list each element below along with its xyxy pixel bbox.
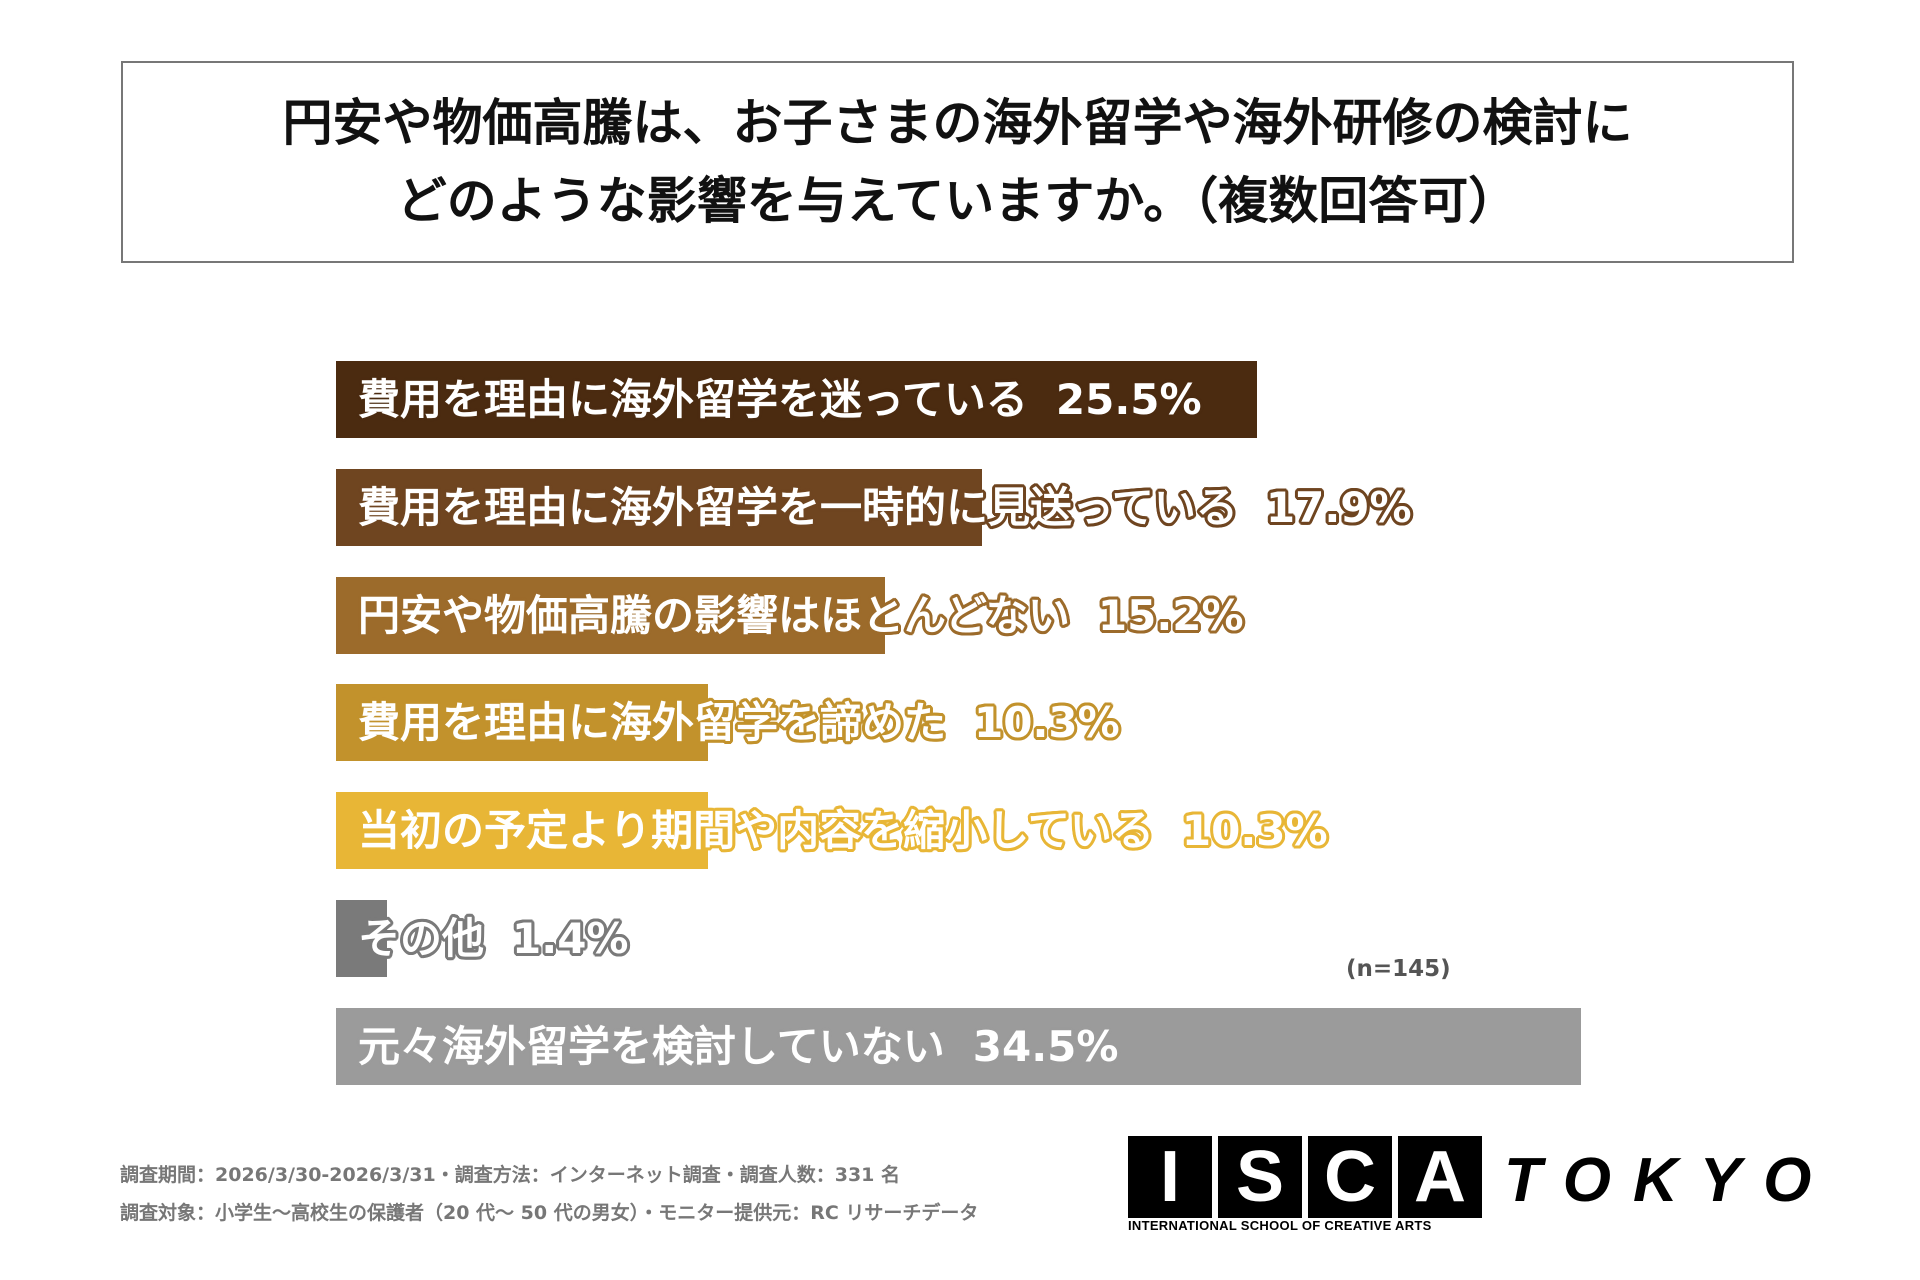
category-label: 費用を理由に海外留学を迷っている [358, 375, 1028, 424]
bar-label: 円安や物価高騰の影響はほとんどない 15.2% [358, 577, 1244, 654]
bar-label: その他 1.4% [358, 900, 629, 977]
logo-letter-i: I [1128, 1136, 1212, 1218]
category-label: 円安や物価高騰の影響はほとんどない [358, 590, 1070, 640]
logo-caption: INTERNATIONAL SCHOOL OF CREATIVE ARTS [1128, 1218, 1432, 1233]
bar-label: 費用を理由に海外留学を一時的に見送っている 17.9% [358, 469, 1412, 546]
chart-title-line-1: 円安や物価高騰は、お子さまの海外留学や海外研修の検討に [282, 94, 1633, 152]
value-label: 1.4% [512, 914, 629, 963]
value-label: 17.9% [1265, 482, 1412, 532]
category-label: 元々海外留学を検討していない [358, 1021, 945, 1071]
value-label: 10.3% [974, 698, 1120, 748]
value-label: 15.2% [1097, 590, 1244, 640]
bar-label: 当初の予定より期間や内容を縮小している 10.3% [358, 792, 1328, 869]
bar-label: 費用を理由に海外留学を迷っている 25.5% [358, 361, 1202, 438]
bar [336, 900, 387, 977]
bar [336, 792, 708, 870]
category-label: その他 [358, 914, 485, 963]
bar [336, 684, 708, 762]
category-label: 費用を理由に海外留学を一時的に見送っている [358, 482, 1238, 532]
sample-size-note: (n=145) [1346, 956, 1451, 982]
survey-info-line-2: 調査対象：小学生～高校生の保護者（20 代～ 50 代の男女）・モニター提供元：… [120, 1202, 979, 1224]
bar [336, 468, 983, 546]
value-label: 34.5% [972, 1021, 1119, 1071]
category-label: 費用を理由に海外留学を諦めた [358, 698, 947, 748]
bar [336, 361, 1257, 438]
bar [336, 1007, 1582, 1085]
category-label: 当初の予定より期間や内容を縮小している [358, 806, 1154, 856]
survey-info-line-1: 調査期間：2026/3/30-2026/3/31・調査方法：インターネット調査・… [120, 1164, 901, 1186]
logo-letter-c: C [1308, 1136, 1392, 1218]
value-label: 25.5% [1055, 375, 1202, 424]
chart-title-box: 円安や物価高騰は、お子さまの海外留学や海外研修の検討に どのような影響を与えてい… [121, 61, 1794, 263]
logo-letter-s: S [1218, 1136, 1302, 1218]
bar-label: 費用を理由に海外留学を諦めた 10.3% [358, 684, 1120, 761]
bar [336, 576, 885, 654]
logo-tokyo: TOKYO [1504, 1146, 1834, 1215]
logo-letter-a: A [1398, 1136, 1482, 1218]
chart-title-line-2: どのような影響を与えていますか。（複数回答可） [396, 172, 1519, 230]
bar-label: 元々海外留学を検討していない 34.5% [358, 1008, 1118, 1085]
value-label: 10.3% [1181, 806, 1328, 856]
